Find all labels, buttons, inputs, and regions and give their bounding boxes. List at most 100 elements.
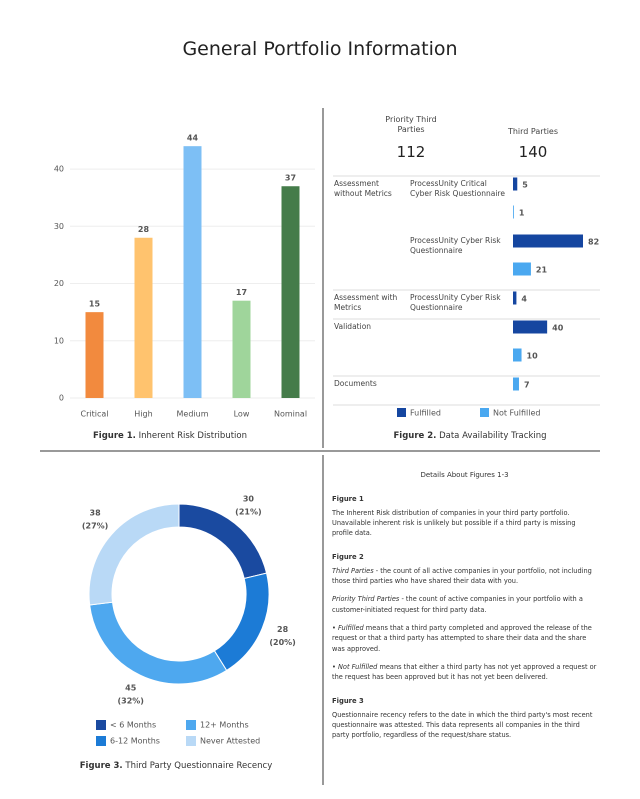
text-run: means that a third party completed and a… [332,623,592,653]
text-run: Questionnaire recency refers to the date… [332,710,593,740]
bar [513,377,519,391]
details-heading: Figure 1 [332,495,364,504]
bar-value-label: 37 [285,174,296,183]
bar [134,237,153,398]
text-run: - the count of all active companies in y… [332,566,592,586]
legend-swatch [397,408,406,417]
details-paragraph: Third Parties - the count of all active … [332,566,597,587]
legend-label: Fulfilled [410,409,441,418]
bar [281,186,300,398]
bar [85,312,104,398]
bar-value-label: 17 [236,288,247,297]
legend-swatch [96,720,106,730]
details-paragraph: • Not Fulfilled means that either a thir… [332,662,597,683]
details-paragraph: Questionnaire recency refers to the date… [332,710,597,741]
y-tick-label: 10 [54,336,64,345]
slice-percent-label: (27%) [82,521,108,530]
row-item-label: ProcessUnity Cyber Risk Questionnaire [410,236,501,255]
bar-value-label: 44 [187,134,199,143]
row-group-label: Assessment without Metrics [334,179,392,198]
row-item-label: ProcessUnity Critical Cyber Risk Questio… [410,179,505,198]
bar-value-label: 1 [519,209,525,218]
slice-value-label: 38 [90,508,102,517]
bar-value-label: 10 [527,352,539,361]
details-paragraph: Priority Third Parties - the count of ac… [332,594,597,615]
slice-value-label: 28 [277,625,289,634]
legend-label: < 6 Months [110,721,156,730]
x-tick-label: Low [234,410,250,419]
x-tick-label: High [134,410,152,419]
legend-label: 6-12 Months [110,737,160,746]
text-run-italic: Third Parties [332,566,374,575]
text-run-italic: Fulfilled [338,623,364,632]
legend-swatch [480,408,489,417]
slice-percent-label: (20%) [269,638,295,647]
row-group-label: Documents [334,379,377,388]
details-paragraph: • Fulfilled means that a third party com… [332,623,597,654]
page-title: General Portfolio Information [182,38,458,60]
caption-text: Inherent Risk Distribution [138,431,247,441]
slice-percent-label: (32%) [117,697,143,706]
slice-value-label: 30 [243,495,255,504]
details-paragraph: The Inherent Risk distribution of compan… [332,508,597,539]
text-run-italic: Priority Third Parties [332,595,400,604]
figure-caption: Figure 1. Inherent Risk Distribution [50,431,290,441]
caption-text: Third Party Questionnaire Recency [125,761,273,771]
donut-slice [213,572,270,672]
bar [232,300,251,398]
legend-label: Not Fulfilled [493,409,541,418]
x-tick-label: Critical [81,410,109,419]
legend-label: 12+ Months [200,721,249,730]
bar-value-label: 28 [138,225,150,234]
details-heading: Figure 3 [332,697,364,706]
bar-value-label: 15 [89,300,101,309]
caption-text: Data Availability Tracking [439,431,547,441]
caption-label: Figure 1. [92,431,136,441]
bar-value-label: 40 [552,324,564,333]
donut-slice [88,503,180,606]
figure-caption: Figure 2. Data Availability Tracking [350,431,590,441]
legend-swatch [186,720,196,730]
bar [513,348,522,362]
bar [513,262,531,276]
text-run-italic: Not Fulfilled [338,662,378,671]
kpi-label: Third Parties [507,127,559,136]
row-group-label: Validation [334,322,372,331]
bar-value-label: 7 [524,381,530,390]
bar-value-label: 4 [521,295,527,304]
bar [513,291,517,305]
y-tick-label: 20 [54,279,64,288]
bar [183,146,202,398]
bar [513,177,518,191]
y-tick-label: 30 [54,222,64,231]
bar [513,320,548,334]
bar-value-label: 5 [522,181,528,190]
slice-value-label: 45 [125,684,137,693]
bar-value-label: 21 [536,266,548,275]
kpi-value: 140 [518,143,548,161]
text-run: • [332,623,338,632]
x-tick-label: Nominal [274,410,307,419]
bar [513,205,514,219]
details-heading: Figure 2 [332,553,364,562]
text-run: • [332,662,338,671]
legend-label: Never Attested [200,737,260,746]
kpi-value: 112 [396,143,426,161]
y-tick-label: 0 [59,394,64,403]
y-tick-label: 40 [54,165,64,174]
row-group-label: Assessment with Metrics [334,293,398,312]
caption-label: Figure 2. [393,431,437,441]
kpi-label: Priority Third Parties [385,115,437,134]
donut-slice [89,601,228,685]
text-run: means that either a third party has not … [332,662,597,682]
slice-percent-label: (21%) [235,508,261,517]
details: Details About Figures 1-3 Figure 1 The Inh… [332,470,597,749]
figure-caption: Figure 3. Third Party Questionnaire Rece… [56,761,296,771]
bar [513,234,583,248]
details-title: Details About Figures 1-3 [420,471,509,479]
bar-value-label: 82 [588,238,599,247]
caption-label: Figure 3. [79,761,123,771]
legend-swatch [96,736,106,746]
